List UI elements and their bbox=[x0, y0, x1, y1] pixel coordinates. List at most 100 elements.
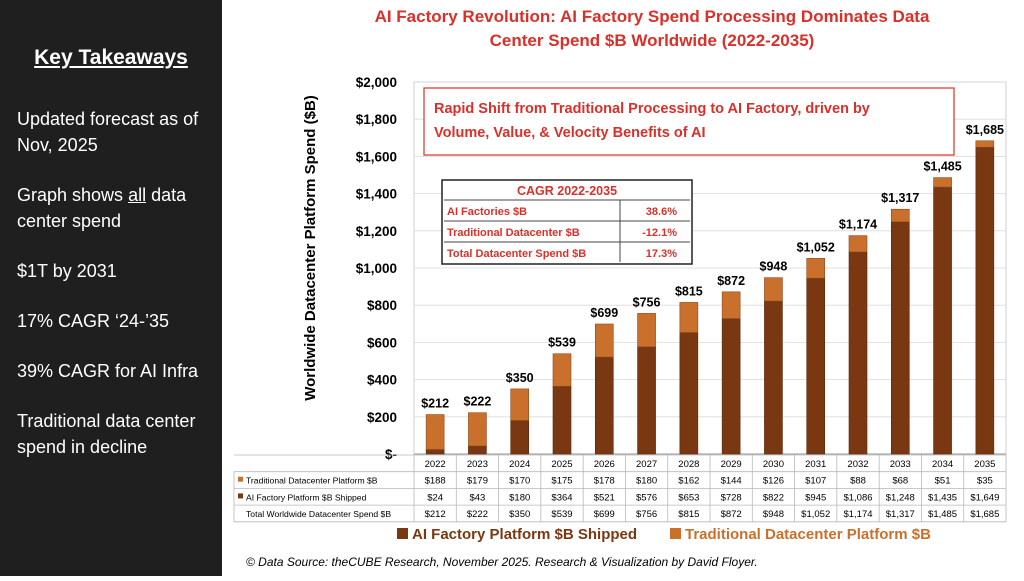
table-cell: $170 bbox=[509, 476, 530, 487]
y-tick-label: $200 bbox=[367, 410, 397, 425]
table-cell: $822 bbox=[763, 492, 784, 503]
takeaways-heading: Key Takeaways bbox=[34, 46, 188, 69]
bar-traditional bbox=[679, 302, 699, 333]
table-cell: $521 bbox=[594, 492, 615, 503]
y-tick-label: $1,200 bbox=[356, 224, 397, 239]
x-tick-label: 2030 bbox=[763, 459, 784, 470]
table-cell: $178 bbox=[594, 476, 615, 487]
legend-label-traditional: Traditional Datacenter Platform $B bbox=[685, 526, 931, 543]
stacked-bar-chart: AI Factory Revolution: AI Factory Spend … bbox=[233, 7, 1007, 569]
bar-total-label: $815 bbox=[675, 284, 703, 298]
bar-total-label: $1,317 bbox=[881, 191, 919, 205]
x-tick-label: 2027 bbox=[636, 459, 657, 470]
table-cell: $945 bbox=[805, 492, 826, 503]
table-cell: $68 bbox=[892, 476, 908, 487]
annotation-line-1: Rapid Shift from Traditional Processing … bbox=[434, 101, 870, 117]
bar-total-label: $756 bbox=[633, 295, 661, 309]
bar-total-label: $948 bbox=[760, 260, 788, 274]
table-row-label: Total Worldwide Datacenter Spend $B bbox=[246, 509, 391, 519]
bar-ai-factory bbox=[468, 445, 487, 455]
x-tick-label: 2033 bbox=[890, 459, 911, 470]
takeaway-emphasis: all bbox=[128, 185, 147, 205]
table-cell: $948 bbox=[763, 509, 784, 520]
table-cell: $350 bbox=[509, 509, 530, 520]
table-cell: $212 bbox=[425, 509, 446, 520]
x-tick-label: 2035 bbox=[974, 459, 995, 470]
table-cell: $364 bbox=[551, 492, 572, 503]
bar-total-label: $212 bbox=[421, 397, 449, 411]
legend-swatch-ai bbox=[397, 528, 408, 539]
cagr-value-traditional: -12.1% bbox=[642, 227, 677, 239]
bar-traditional bbox=[468, 412, 487, 447]
bar-traditional bbox=[552, 353, 572, 387]
cagr-label-traditional: Traditional Datacenter $B bbox=[447, 227, 580, 239]
bar-ai-factory bbox=[552, 385, 572, 455]
cagr-title: CAGR 2022-2035 bbox=[517, 184, 617, 198]
bar-ai-factory bbox=[721, 318, 741, 455]
table-cell: $576 bbox=[636, 492, 657, 503]
table-cell: $539 bbox=[551, 509, 572, 520]
bar-traditional bbox=[510, 388, 530, 421]
bar-total-label: $222 bbox=[464, 395, 492, 409]
x-tick-label: 2022 bbox=[425, 459, 446, 470]
cagr-value-total: 17.3% bbox=[646, 248, 677, 260]
x-tick-label: 2031 bbox=[805, 459, 826, 470]
table-cell: $1,649 bbox=[970, 492, 999, 503]
table-cell: $728 bbox=[721, 492, 742, 503]
data-source-note: © Data Source: theCUBE Research, Novembe… bbox=[246, 555, 758, 569]
table-cell: $699 bbox=[594, 509, 615, 520]
table-cell: $35 bbox=[977, 476, 993, 487]
table-cell: $1,317 bbox=[886, 509, 915, 520]
table-cell: $107 bbox=[805, 476, 826, 487]
bar-traditional bbox=[594, 323, 614, 358]
bar-traditional bbox=[848, 235, 868, 253]
bar-ai-factory bbox=[933, 186, 952, 455]
takeaway-traditional: Traditional data center spend in decline bbox=[17, 411, 196, 457]
table-cell: $1,248 bbox=[886, 492, 915, 503]
bar-ai-factory bbox=[890, 221, 910, 455]
takeaway-forecast: Updated forecast as of Nov, 2025 bbox=[17, 109, 199, 155]
table-cell: $653 bbox=[678, 492, 699, 503]
y-tick-label: $1,600 bbox=[356, 149, 397, 164]
legend-swatch-traditional bbox=[670, 528, 681, 539]
bar-ai-factory bbox=[637, 346, 656, 455]
bar-ai-factory bbox=[848, 251, 868, 455]
table-cell: $180 bbox=[509, 492, 530, 503]
cagr-table bbox=[441, 179, 693, 265]
x-tick-label: 2024 bbox=[509, 459, 530, 470]
table-cell: $1,685 bbox=[970, 509, 999, 520]
bar-traditional bbox=[975, 140, 995, 148]
table-cell: $88 bbox=[850, 476, 866, 487]
chart-title-line-1: AI Factory Revolution: AI Factory Spend … bbox=[375, 7, 930, 26]
bar-total-label: $1,052 bbox=[797, 240, 835, 254]
y-tick-label: $- bbox=[385, 447, 397, 462]
chart-panel: AI Factory Revolution: AI Factory Spend … bbox=[222, 0, 1024, 576]
cagr-value-ai: 38.6% bbox=[646, 206, 677, 218]
table-cell: $1,086 bbox=[843, 492, 872, 503]
chart-title-line-2: Center Spend $B Worldwide (2022-2035) bbox=[490, 31, 815, 50]
table-cell: $175 bbox=[551, 476, 572, 487]
cagr-label-ai: AI Factories $B bbox=[447, 206, 527, 218]
bar-total-label: $1,685 bbox=[966, 123, 1004, 137]
y-tick-label: $1,000 bbox=[356, 261, 397, 276]
table-cell: $24 bbox=[427, 492, 443, 503]
x-tick-label: 2026 bbox=[594, 459, 615, 470]
bar-total-label: $1,174 bbox=[839, 218, 877, 232]
table-row-swatch bbox=[238, 476, 243, 482]
bar-traditional bbox=[933, 177, 952, 188]
takeaway-1t: $1T by 2031 bbox=[17, 261, 117, 281]
bar-ai-factory bbox=[806, 277, 826, 455]
bar-ai-factory bbox=[679, 332, 699, 455]
table-cell: $51 bbox=[935, 476, 951, 487]
bar-traditional bbox=[425, 414, 445, 450]
bar-ai-factory bbox=[425, 449, 445, 455]
bar-total-label: $1,485 bbox=[923, 160, 961, 174]
table-cell: $144 bbox=[721, 476, 742, 487]
table-cell: $872 bbox=[721, 509, 742, 520]
bar-traditional bbox=[806, 258, 826, 279]
y-tick-label: $1,400 bbox=[356, 187, 397, 202]
table-cell: $756 bbox=[636, 509, 657, 520]
table-cell: $222 bbox=[467, 509, 488, 520]
table-cell: $43 bbox=[469, 492, 485, 503]
y-tick-label: $1,800 bbox=[356, 112, 397, 127]
